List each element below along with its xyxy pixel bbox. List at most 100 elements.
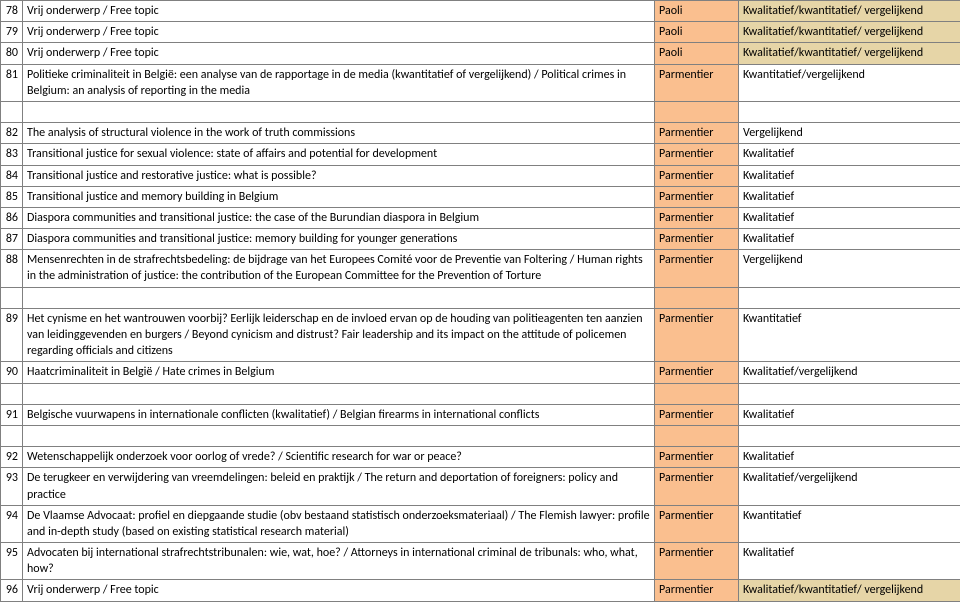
spacer-cell bbox=[1, 287, 23, 308]
spacer-cell bbox=[739, 383, 960, 404]
spacer-cell bbox=[655, 383, 739, 404]
row-number: 95 bbox=[1, 543, 23, 580]
row-number: 90 bbox=[1, 362, 23, 383]
row-supervisor: Parmentier bbox=[655, 505, 739, 542]
spacer-cell bbox=[655, 425, 739, 446]
table-row: 94De Vlaamse Advocaat: profiel en diepga… bbox=[1, 505, 960, 542]
spacer-cell bbox=[1, 425, 23, 446]
table-row: 78Vrij onderwerp / Free topicPaoliKwalit… bbox=[1, 1, 960, 22]
row-topic: Belgische vuurwapens in internationale c… bbox=[23, 404, 655, 425]
row-supervisor: Parmentier bbox=[655, 64, 739, 101]
thesis-topics-table: 78Vrij onderwerp / Free topicPaoliKwalit… bbox=[0, 0, 960, 602]
row-method: Kwalitatief/kwantitatief/ vergelijkend bbox=[739, 43, 960, 64]
row-method: Kwalitatief/kwantitatief/ vergelijkend bbox=[739, 1, 960, 22]
row-number: 78 bbox=[1, 1, 23, 22]
spacer-row bbox=[1, 383, 960, 404]
row-number: 96 bbox=[1, 580, 23, 601]
row-number: 89 bbox=[1, 308, 23, 362]
spacer-row bbox=[1, 101, 960, 122]
row-supervisor: Parmentier bbox=[655, 580, 739, 601]
row-topic: Mensenrechten in de strafrechtsbedeling:… bbox=[23, 250, 655, 287]
row-method: Vergelijkend bbox=[739, 123, 960, 144]
row-supervisor: Paoli bbox=[655, 1, 739, 22]
table-row: 79Vrij onderwerp / Free topicPaoliKwalit… bbox=[1, 22, 960, 43]
row-supervisor: Paoli bbox=[655, 22, 739, 43]
row-method: Kwantitatief bbox=[739, 308, 960, 362]
row-supervisor: Parmentier bbox=[655, 308, 739, 362]
row-supervisor: Parmentier bbox=[655, 144, 739, 165]
row-topic: Vrij onderwerp / Free topic bbox=[23, 1, 655, 22]
table-row: 84Transitional justice and restorative j… bbox=[1, 165, 960, 186]
row-method: Kwalitatief bbox=[739, 447, 960, 468]
row-topic: The analysis of structural violence in t… bbox=[23, 123, 655, 144]
row-topic: Vrij onderwerp / Free topic bbox=[23, 43, 655, 64]
spacer-cell bbox=[739, 101, 960, 122]
table-row: 96Vrij onderwerp / Free topicParmentierK… bbox=[1, 580, 960, 601]
spacer-cell bbox=[23, 287, 655, 308]
spacer-cell bbox=[23, 101, 655, 122]
row-topic: Haatcriminaliteit in België / Hate crime… bbox=[23, 362, 655, 383]
row-method: Kwantitatief bbox=[739, 505, 960, 542]
row-number: 93 bbox=[1, 468, 23, 505]
spacer-cell bbox=[1, 383, 23, 404]
row-method: Kwalitatief bbox=[739, 207, 960, 228]
row-method: Kwalitatief/kwantitatief/ vergelijkend bbox=[739, 22, 960, 43]
row-topic: Vrij onderwerp / Free topic bbox=[23, 580, 655, 601]
table-row: 81Politieke criminaliteit in België: een… bbox=[1, 64, 960, 101]
row-number: 84 bbox=[1, 165, 23, 186]
row-topic: Wetenschappelijk onderzoek voor oorlog o… bbox=[23, 447, 655, 468]
row-number: 82 bbox=[1, 123, 23, 144]
row-topic: De Vlaamse Advocaat: profiel en diepgaan… bbox=[23, 505, 655, 542]
row-number: 91 bbox=[1, 404, 23, 425]
row-supervisor: Parmentier bbox=[655, 165, 739, 186]
row-supervisor: Parmentier bbox=[655, 123, 739, 144]
spacer-cell bbox=[739, 425, 960, 446]
row-topic: Politieke criminaliteit in België: een a… bbox=[23, 64, 655, 101]
table-row: 88Mensenrechten in de strafrechtsbedelin… bbox=[1, 250, 960, 287]
table-row: 95Advocaten bij international strafrecht… bbox=[1, 543, 960, 580]
table-row: 89Het cynisme en het wantrouwen voorbij?… bbox=[1, 308, 960, 362]
table-row: 82The analysis of structural violence in… bbox=[1, 123, 960, 144]
row-supervisor: Parmentier bbox=[655, 207, 739, 228]
table-row: 85Transitional justice and memory buildi… bbox=[1, 186, 960, 207]
table-row: 80Vrij onderwerp / Free topicPaoliKwalit… bbox=[1, 43, 960, 64]
row-method: Kwalitatief bbox=[739, 543, 960, 580]
row-number: 80 bbox=[1, 43, 23, 64]
row-method: Kwalitatief/vergelijkend bbox=[739, 468, 960, 505]
row-method: Kwalitatief/vergelijkend bbox=[739, 362, 960, 383]
row-method: Kwalitatief/kwantitatief/ vergelijkend bbox=[739, 580, 960, 601]
row-supervisor: Parmentier bbox=[655, 543, 739, 580]
row-number: 88 bbox=[1, 250, 23, 287]
row-supervisor: Parmentier bbox=[655, 229, 739, 250]
row-topic: Diaspora communities and transitional ju… bbox=[23, 207, 655, 228]
row-supervisor: Parmentier bbox=[655, 362, 739, 383]
spacer-cell bbox=[655, 287, 739, 308]
row-method: Kwalitatief bbox=[739, 404, 960, 425]
table-row: 91Belgische vuurwapens in internationale… bbox=[1, 404, 960, 425]
table-row: 93De terugkeer en verwijdering van vreem… bbox=[1, 468, 960, 505]
row-method: Kwantitatief/vergelijkend bbox=[739, 64, 960, 101]
row-supervisor: Parmentier bbox=[655, 404, 739, 425]
row-number: 85 bbox=[1, 186, 23, 207]
row-number: 86 bbox=[1, 207, 23, 228]
row-number: 81 bbox=[1, 64, 23, 101]
table-row: 87Diaspora communities and transitional … bbox=[1, 229, 960, 250]
row-supervisor: Parmentier bbox=[655, 468, 739, 505]
row-method: Kwalitatief bbox=[739, 229, 960, 250]
row-number: 92 bbox=[1, 447, 23, 468]
table-row: 92Wetenschappelijk onderzoek voor oorlog… bbox=[1, 447, 960, 468]
spacer-row bbox=[1, 287, 960, 308]
row-number: 83 bbox=[1, 144, 23, 165]
spacer-cell bbox=[23, 425, 655, 446]
row-topic: Transitional justice and memory building… bbox=[23, 186, 655, 207]
row-topic: Transitional justice for sexual violence… bbox=[23, 144, 655, 165]
row-method: Vergelijkend bbox=[739, 250, 960, 287]
row-method: Kwalitatief bbox=[739, 165, 960, 186]
row-supervisor: Paoli bbox=[655, 43, 739, 64]
row-topic: Diaspora communities and transitional ju… bbox=[23, 229, 655, 250]
row-supervisor: Parmentier bbox=[655, 250, 739, 287]
row-number: 87 bbox=[1, 229, 23, 250]
row-topic: Het cynisme en het wantrouwen voorbij? E… bbox=[23, 308, 655, 362]
row-number: 94 bbox=[1, 505, 23, 542]
row-number: 79 bbox=[1, 22, 23, 43]
